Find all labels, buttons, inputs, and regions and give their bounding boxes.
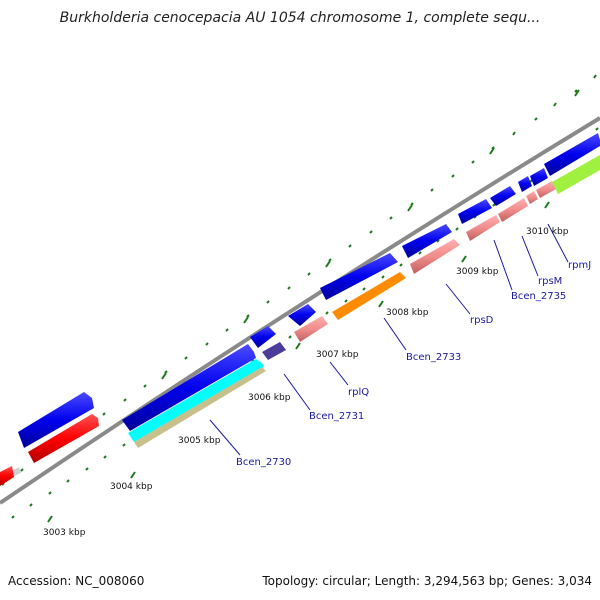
gene-left-red-small	[0, 466, 14, 486]
gene-pink-rpsm	[536, 181, 556, 198]
gene-blue-2733	[320, 253, 398, 300]
gene-blue-rplq	[288, 304, 316, 326]
gene-pink-2735	[466, 215, 500, 241]
tick-label: 3008 kbp	[386, 308, 429, 318]
tick-label: 3009 kbp	[456, 267, 499, 277]
tick-label: 3006 kbp	[248, 393, 291, 403]
gene-label[interactable]: Bcen_2733	[406, 352, 461, 363]
genome-summary: Topology: circular; Length: 3,294,563 bp…	[262, 574, 592, 588]
gene-purple	[262, 342, 286, 360]
gene-blue-small-b	[518, 176, 532, 192]
tick-label: 3010 kbp	[526, 227, 569, 237]
chromosome-backbone	[0, 116, 600, 505]
gene-khaki	[134, 367, 266, 448]
gene-label[interactable]: Bcen_2735	[511, 291, 566, 302]
gene-label[interactable]: rplQ	[348, 387, 369, 398]
gene-label[interactable]: rpmJ	[568, 260, 591, 271]
gene-blue-rpmj	[544, 133, 600, 176]
gene-pink-rpsd	[410, 239, 460, 274]
gene-label[interactable]: rpsD	[470, 315, 494, 326]
map-title: Burkholderia cenocepacia AU 1054 chromos…	[59, 10, 541, 26]
tick-label: 3005 kbp	[178, 436, 221, 446]
gene-blue-small-a	[490, 186, 516, 206]
gene-blue-2731	[250, 326, 276, 348]
gene-label[interactable]: rpsM	[538, 276, 562, 287]
tick-label: 3003 kbp	[43, 528, 86, 538]
gene-pink-rplq	[294, 316, 328, 342]
gene-blue-rpsm	[530, 168, 548, 186]
gene-blue-long	[122, 344, 256, 431]
gene-blue-rpsd	[402, 224, 452, 258]
gene-cyan	[128, 359, 264, 442]
gene-label[interactable]: Bcen_2730	[236, 457, 291, 468]
gene-lime	[552, 155, 600, 194]
gene-blue-2735	[458, 199, 492, 224]
gene-label[interactable]: Bcen_2731	[309, 411, 364, 422]
gene-orange	[332, 272, 406, 320]
accession-label: Accession: NC_008060	[8, 574, 145, 588]
tick-label: 3007 kbp	[316, 350, 359, 360]
gene-left-blue	[18, 392, 94, 448]
tick-label: 3004 kbp	[110, 482, 153, 492]
label-leaders	[209, 223, 569, 456]
gene-pink-small-b	[526, 191, 538, 204]
gene-pink-small-a	[498, 198, 528, 222]
gene-left-red	[28, 414, 99, 463]
